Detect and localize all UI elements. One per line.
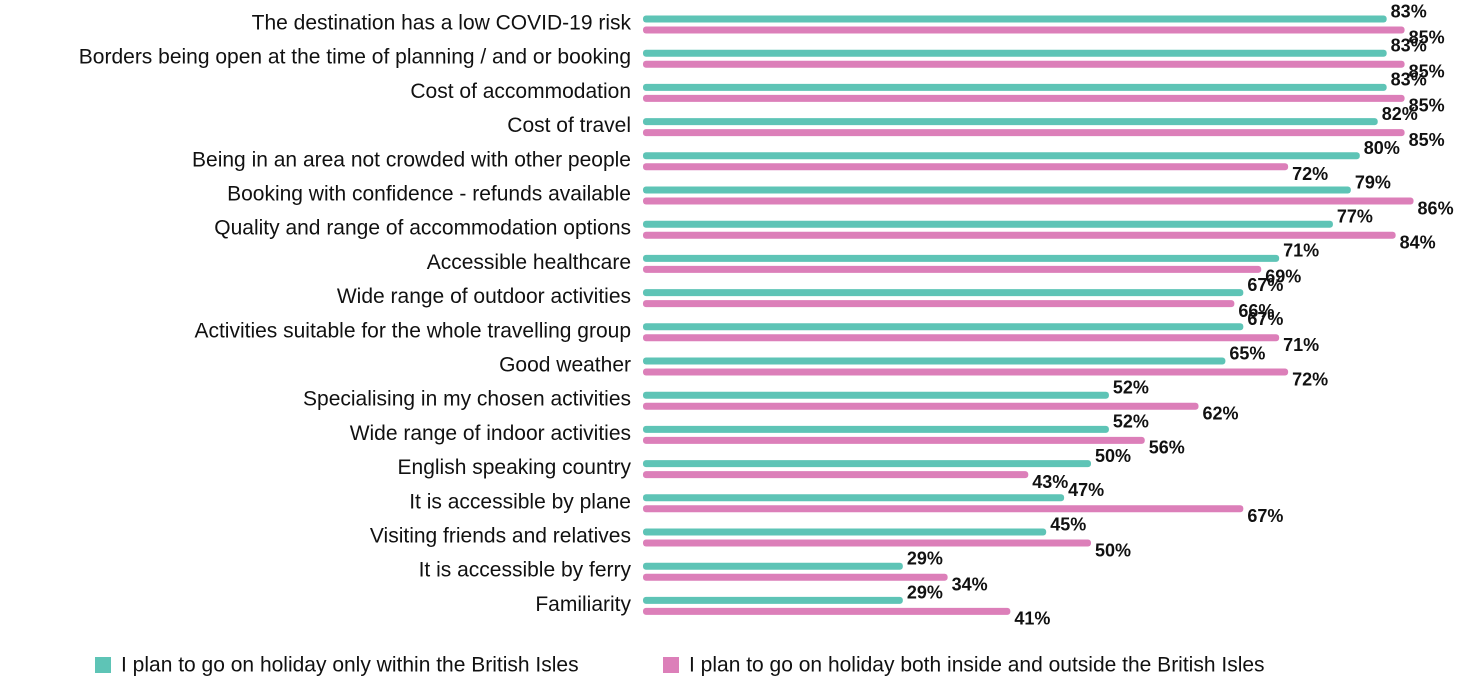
data-label: 69% <box>1265 267 1301 287</box>
bar <box>643 528 1047 536</box>
category-label: Familiarity <box>535 593 631 616</box>
data-label: 72% <box>1292 164 1328 184</box>
data-label: 71% <box>1283 335 1319 355</box>
category-label: Accessible healthcare <box>427 251 631 274</box>
bar <box>643 471 1029 479</box>
category-label: Quality and range of accommodation optio… <box>214 217 631 240</box>
bar <box>643 289 1244 297</box>
bar <box>643 94 1405 102</box>
bar <box>643 562 903 570</box>
category-label: Specialising in my chosen activities <box>303 388 631 411</box>
data-label: 85% <box>1409 61 1445 81</box>
bar <box>643 186 1351 194</box>
category-label: It is accessible by ferry <box>419 559 632 582</box>
bar <box>643 334 1280 342</box>
bar <box>643 596 903 604</box>
data-label: 29% <box>907 583 943 603</box>
legend-swatch <box>95 657 111 673</box>
data-label: 72% <box>1292 369 1328 389</box>
category-label: Cost of travel <box>507 114 631 137</box>
data-label: 83% <box>1391 1 1427 21</box>
bar <box>643 539 1091 547</box>
bar <box>643 60 1405 68</box>
data-label: 77% <box>1337 206 1373 226</box>
data-label: 50% <box>1095 540 1131 560</box>
category-label: It is accessible by plane <box>409 490 631 513</box>
category-label: Visiting friends and relatives <box>370 525 631 548</box>
bar <box>643 26 1405 34</box>
bar <box>643 300 1235 308</box>
data-label: 84% <box>1400 232 1436 252</box>
data-label: 85% <box>1409 27 1445 47</box>
bar <box>643 152 1360 160</box>
legend-swatch <box>663 657 679 673</box>
bar <box>643 220 1333 228</box>
bar <box>643 197 1414 205</box>
data-label: 56% <box>1149 438 1185 458</box>
data-label: 65% <box>1229 343 1265 363</box>
data-label: 67% <box>1247 309 1283 329</box>
bar <box>643 163 1289 171</box>
data-label: 83% <box>1391 70 1427 90</box>
bar <box>643 357 1226 365</box>
data-label: 41% <box>1014 609 1050 629</box>
data-label: 79% <box>1355 172 1391 192</box>
bar <box>643 129 1405 137</box>
data-label: 52% <box>1113 412 1149 432</box>
bar <box>643 607 1011 615</box>
bar <box>643 323 1244 331</box>
data-label: 71% <box>1283 241 1319 261</box>
bar <box>643 368 1289 376</box>
data-label: 86% <box>1418 198 1454 218</box>
data-label: 50% <box>1095 446 1131 466</box>
bar <box>643 573 948 581</box>
legend-label: I plan to go on holiday only within the … <box>121 654 579 677</box>
data-label: 45% <box>1050 514 1086 534</box>
legend-label: I plan to go on holiday both inside and … <box>689 654 1265 677</box>
bar <box>643 425 1109 433</box>
data-label: 82% <box>1382 104 1418 124</box>
category-label: Booking with confidence - refunds availa… <box>227 183 631 206</box>
bar <box>643 505 1244 513</box>
data-label: 85% <box>1409 130 1445 150</box>
data-label: 80% <box>1364 138 1400 158</box>
data-label: 66% <box>1238 301 1274 321</box>
category-label: Cost of accommodation <box>410 80 631 103</box>
bar <box>643 15 1387 23</box>
category-label: English speaking country <box>398 456 632 479</box>
bar <box>643 49 1387 57</box>
bar <box>643 494 1065 502</box>
data-label: 29% <box>907 548 943 568</box>
bar <box>643 254 1280 262</box>
bar <box>643 83 1387 91</box>
data-label: 62% <box>1203 403 1239 423</box>
category-label: Being in an area not crowded with other … <box>192 148 631 171</box>
category-label: The destination has a low COVID-19 risk <box>252 12 632 35</box>
bar <box>643 391 1109 399</box>
category-label: Activities suitable for the whole travel… <box>194 319 631 342</box>
data-label: 67% <box>1247 506 1283 526</box>
bar <box>643 118 1378 126</box>
bar <box>643 436 1145 444</box>
category-label: Wide range of outdoor activities <box>337 285 631 308</box>
bar <box>643 231 1396 239</box>
data-label: 43% <box>1032 472 1068 492</box>
category-label: Wide range of indoor activities <box>350 422 631 445</box>
data-label: 52% <box>1113 377 1149 397</box>
bar <box>643 402 1199 410</box>
data-label: 47% <box>1068 480 1104 500</box>
data-label: 83% <box>1391 35 1427 55</box>
data-label: 34% <box>952 574 988 594</box>
bar <box>643 265 1262 273</box>
category-label: Good weather <box>499 354 631 377</box>
category-label: Borders being open at the time of planni… <box>79 46 631 69</box>
data-label: 67% <box>1247 275 1283 295</box>
data-label: 85% <box>1409 96 1445 116</box>
bar <box>643 460 1091 468</box>
